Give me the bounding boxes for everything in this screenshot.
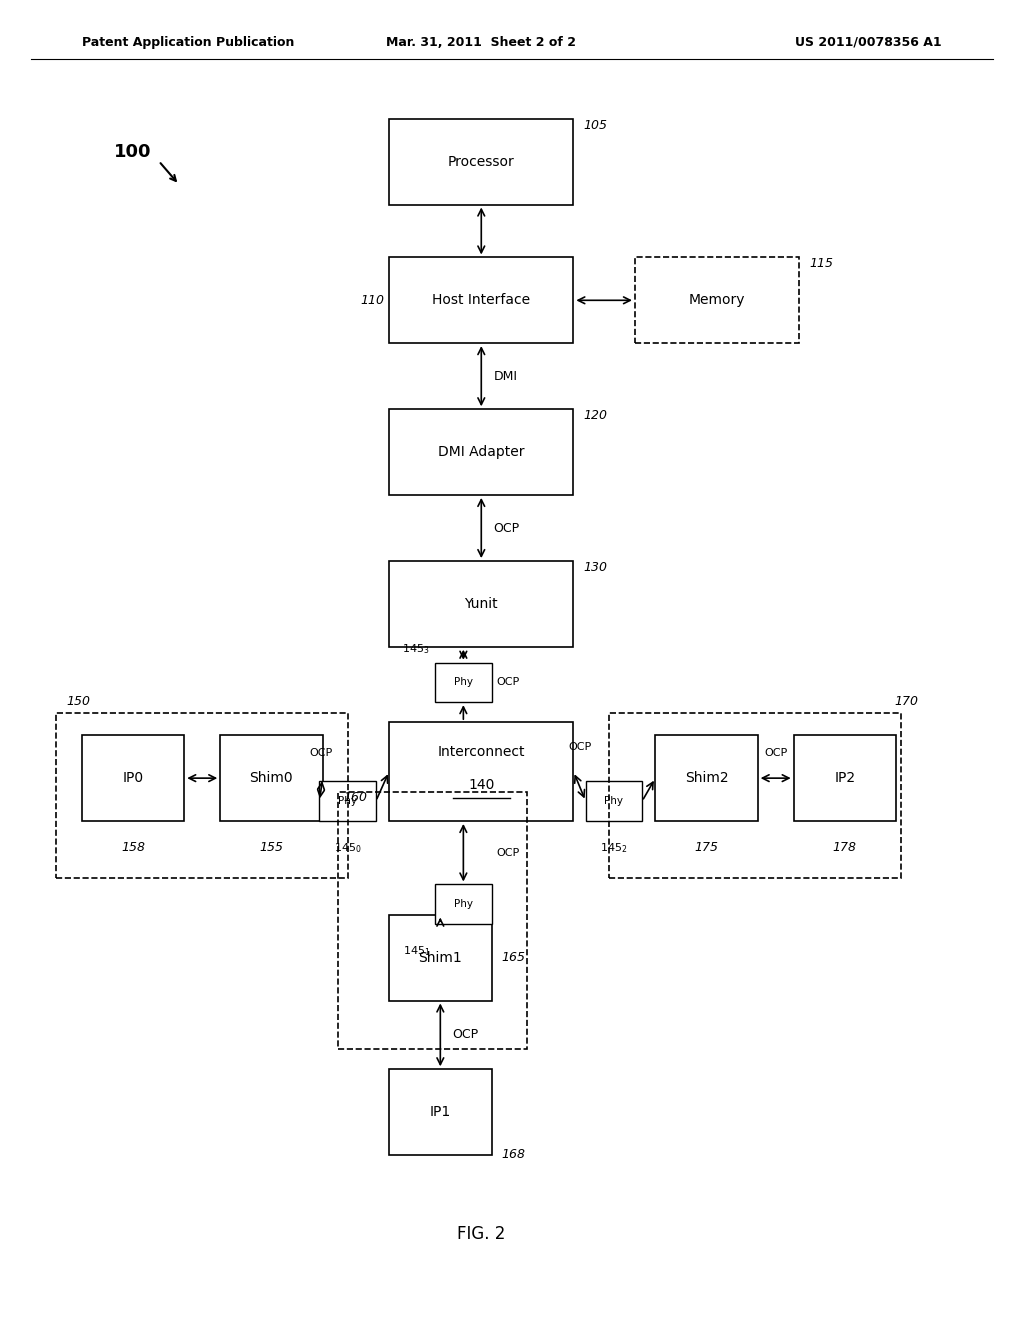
Text: 145$_2$: 145$_2$ [600, 841, 628, 854]
Text: 105: 105 [584, 119, 607, 132]
FancyBboxPatch shape [389, 915, 492, 1001]
Text: Processor: Processor [447, 154, 515, 169]
Text: Shim1: Shim1 [419, 950, 462, 965]
Text: 150: 150 [67, 694, 90, 708]
Text: 155: 155 [259, 841, 284, 854]
Text: US 2011/0078356 A1: US 2011/0078356 A1 [796, 36, 942, 49]
Text: IP1: IP1 [430, 1105, 451, 1119]
FancyBboxPatch shape [794, 735, 896, 821]
FancyBboxPatch shape [220, 735, 323, 821]
FancyBboxPatch shape [389, 257, 573, 343]
Text: Phy: Phy [454, 677, 473, 688]
Text: DMI: DMI [494, 370, 517, 383]
Text: Patent Application Publication: Patent Application Publication [82, 36, 294, 49]
Text: Phy: Phy [454, 899, 473, 909]
FancyBboxPatch shape [389, 722, 573, 821]
Text: 145$_3$: 145$_3$ [402, 643, 430, 656]
FancyBboxPatch shape [389, 119, 573, 205]
FancyBboxPatch shape [586, 781, 642, 821]
Text: Interconnect: Interconnect [437, 744, 525, 759]
FancyBboxPatch shape [655, 735, 758, 821]
Text: Phy: Phy [338, 796, 357, 807]
FancyBboxPatch shape [389, 1069, 492, 1155]
Text: Yunit: Yunit [465, 597, 498, 611]
Text: 170: 170 [894, 694, 918, 708]
Text: Host Interface: Host Interface [432, 293, 530, 308]
Text: OCP: OCP [764, 748, 787, 758]
Text: Memory: Memory [688, 293, 745, 308]
Text: 120: 120 [584, 409, 607, 422]
FancyBboxPatch shape [389, 561, 573, 647]
FancyBboxPatch shape [389, 409, 573, 495]
Text: 158: 158 [121, 841, 145, 854]
Text: OCP: OCP [494, 521, 520, 535]
Text: Mar. 31, 2011  Sheet 2 of 2: Mar. 31, 2011 Sheet 2 of 2 [386, 36, 577, 49]
Text: 178: 178 [833, 841, 857, 854]
Text: FIG. 2: FIG. 2 [457, 1225, 506, 1243]
Text: 165: 165 [502, 952, 525, 964]
FancyBboxPatch shape [319, 781, 376, 821]
FancyBboxPatch shape [82, 735, 184, 821]
Text: OCP: OCP [309, 748, 333, 758]
Text: IP2: IP2 [835, 771, 855, 785]
Text: 175: 175 [694, 841, 719, 854]
Text: Phy: Phy [604, 796, 624, 807]
Text: Shim0: Shim0 [250, 771, 293, 785]
Text: DMI Adapter: DMI Adapter [438, 445, 524, 459]
Text: Shim2: Shim2 [685, 771, 728, 785]
Text: 168: 168 [502, 1148, 525, 1162]
FancyBboxPatch shape [635, 257, 799, 343]
Text: 115: 115 [809, 257, 833, 271]
Text: 100: 100 [115, 143, 152, 161]
Text: 140: 140 [468, 777, 495, 792]
Text: 145$_1$: 145$_1$ [402, 944, 430, 957]
FancyBboxPatch shape [435, 884, 492, 924]
Text: OCP: OCP [497, 847, 520, 858]
Text: IP0: IP0 [123, 771, 143, 785]
Text: OCP: OCP [453, 1028, 479, 1041]
Text: 145$_0$: 145$_0$ [334, 841, 361, 854]
Text: 110: 110 [360, 294, 384, 306]
Text: 130: 130 [584, 561, 607, 574]
Text: OCP: OCP [497, 677, 520, 688]
FancyBboxPatch shape [435, 663, 492, 702]
Text: 160: 160 [343, 791, 367, 804]
Text: OCP: OCP [568, 742, 591, 752]
